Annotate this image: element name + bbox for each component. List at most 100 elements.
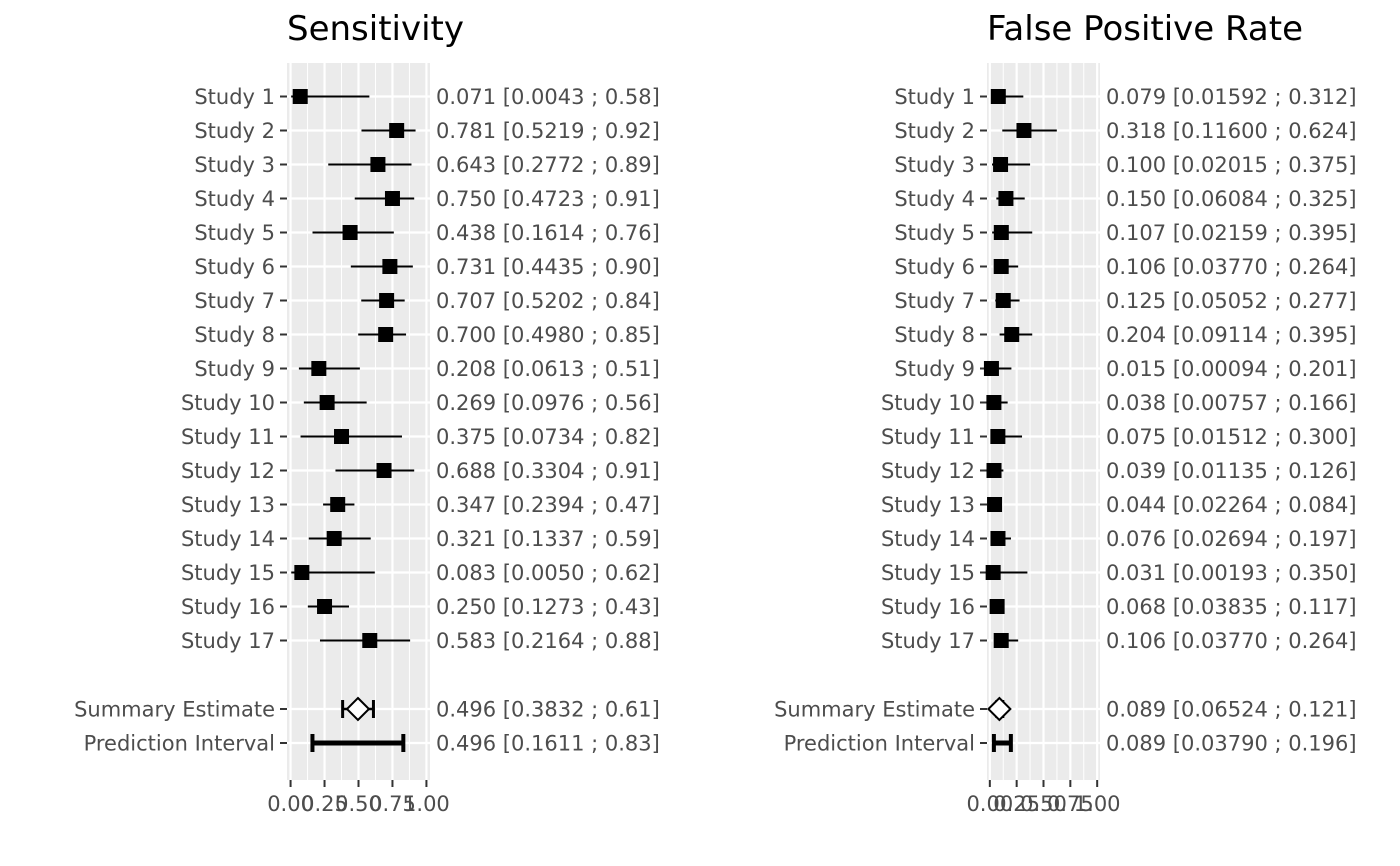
study-ci-text: 0.125 [0.05052 ; 0.277] <box>1106 289 1357 313</box>
study-ci-text: 0.150 [0.06084 ; 0.325] <box>1106 187 1357 211</box>
study-point-estimate <box>294 565 310 580</box>
study-point-estimate <box>317 599 333 614</box>
study-point-estimate <box>993 157 1009 172</box>
study-ci-text: 0.750 [0.4723 ; 0.91] <box>436 187 660 211</box>
study-label: Study 1 <box>894 85 975 109</box>
study-point-estimate <box>330 497 346 512</box>
study-point-estimate <box>990 429 1006 444</box>
study-ci-text: 0.731 [0.4435 ; 0.90] <box>436 255 660 279</box>
study-label: Study 9 <box>894 357 975 381</box>
study-point-estimate <box>986 395 1002 410</box>
study-ci-text: 0.204 [0.09114 ; 0.395] <box>1106 323 1357 347</box>
study-label: Study 5 <box>194 221 275 245</box>
study-ci-text: 0.107 [0.02159 ; 0.395] <box>1106 221 1357 245</box>
study-label: Study 3 <box>194 153 275 177</box>
study-ci-text: 0.707 [0.5202 ; 0.84] <box>436 289 660 313</box>
study-point-estimate <box>993 259 1009 274</box>
summary-label: Summary Estimate <box>774 698 975 722</box>
study-ci-text: 0.208 [0.0613 ; 0.51] <box>436 357 660 381</box>
study-point-estimate <box>382 259 398 274</box>
study-ci-text: 0.250 [0.1273 ; 0.43] <box>436 595 660 619</box>
study-label: Study 14 <box>881 527 975 551</box>
summary-ci-text: 0.089 [0.06524 ; 0.121] <box>1106 698 1357 722</box>
study-label: Study 9 <box>194 357 275 381</box>
study-label: Study 6 <box>894 255 975 279</box>
study-label: Study 2 <box>894 119 975 143</box>
study-point-estimate <box>334 429 350 444</box>
study-label: Study 12 <box>881 459 975 483</box>
study-label: Study 7 <box>194 289 275 313</box>
study-label: Study 12 <box>181 459 275 483</box>
study-ci-text: 0.700 [0.4980 ; 0.85] <box>436 323 660 347</box>
study-label: Study 11 <box>181 425 275 449</box>
study-label: Study 10 <box>181 391 275 415</box>
study-ci-text: 0.076 [0.02694 ; 0.197] <box>1106 527 1357 551</box>
x-tick-label: 0.00 <box>267 792 314 816</box>
study-point-estimate <box>370 157 386 172</box>
study-label: Study 16 <box>181 595 275 619</box>
study-ci-text: 0.269 [0.0976 ; 0.56] <box>436 391 660 415</box>
study-ci-text: 0.106 [0.03770 ; 0.264] <box>1106 629 1357 653</box>
study-ci-text: 0.100 [0.02015 ; 0.375] <box>1106 153 1357 177</box>
study-ci-text: 0.083 [0.0050 ; 0.62] <box>436 561 660 585</box>
study-label: Study 6 <box>194 255 275 279</box>
study-point-estimate <box>1016 123 1032 138</box>
study-point-estimate <box>342 225 358 240</box>
study-ci-text: 0.015 [0.00094 ; 0.201] <box>1106 357 1357 381</box>
study-point-estimate <box>376 463 392 478</box>
study-label: Study 8 <box>894 323 975 347</box>
study-ci-text: 0.688 [0.3304 ; 0.91] <box>436 459 660 483</box>
study-ci-text: 0.068 [0.03835 ; 0.117] <box>1106 595 1357 619</box>
summary-label: Summary Estimate <box>74 698 275 722</box>
study-point-estimate <box>311 361 327 376</box>
study-point-estimate <box>985 565 1001 580</box>
study-point-estimate <box>990 89 1006 104</box>
study-point-estimate <box>378 327 394 342</box>
study-ci-text: 0.071 [0.0043 ; 0.58] <box>436 85 660 109</box>
study-ci-text: 0.038 [0.00757 ; 0.166] <box>1106 391 1357 415</box>
study-ci-text: 0.106 [0.03770 ; 0.264] <box>1106 255 1357 279</box>
study-ci-text: 0.583 [0.2164 ; 0.88] <box>436 629 660 653</box>
study-point-estimate <box>993 633 1009 648</box>
study-point-estimate <box>1004 327 1020 342</box>
x-tick-label: 0.75 <box>369 792 416 816</box>
study-point-estimate <box>326 531 342 546</box>
study-label: Study 17 <box>181 629 275 653</box>
x-tick-label: 1.00 <box>1074 792 1121 816</box>
chart-title: Sensitivity <box>287 9 464 49</box>
study-point-estimate <box>379 293 395 308</box>
study-ci-text: 0.044 [0.02264 ; 0.084] <box>1106 493 1357 517</box>
summary-diamond <box>986 696 1012 722</box>
study-label: Study 15 <box>881 561 975 585</box>
sensitivity-panel: Sensitivity Study 1 0.071 [0.0043 ; 0.58] S… <box>74 9 660 816</box>
study-ci-text: 0.643 [0.2772 ; 0.89] <box>436 153 660 177</box>
study-label: Study 13 <box>181 493 275 517</box>
study-label: Study 15 <box>181 561 275 585</box>
x-tick-label: 0.50 <box>335 792 382 816</box>
x-tick-label: 0.50 <box>1020 792 1067 816</box>
summary-diamond <box>345 696 371 722</box>
study-point-estimate <box>389 123 405 138</box>
study-label: Study 2 <box>194 119 275 143</box>
study-point-estimate <box>362 633 378 648</box>
study-point-estimate <box>995 293 1011 308</box>
study-ci-text: 0.031 [0.00193 ; 0.350] <box>1106 561 1357 585</box>
prediction-label: Prediction Interval <box>84 732 275 756</box>
study-label: Study 13 <box>881 493 975 517</box>
study-point-estimate <box>983 361 999 376</box>
x-tick-label: 1.00 <box>403 792 450 816</box>
study-point-estimate <box>993 225 1009 240</box>
chart-title: False Positive Rate <box>987 9 1303 49</box>
summary-ci-text: 0.496 [0.3832 ; 0.61] <box>436 698 660 722</box>
study-ci-text: 0.079 [0.01592 ; 0.312] <box>1106 85 1357 109</box>
study-point-estimate <box>987 497 1003 512</box>
study-label: Study 5 <box>894 221 975 245</box>
x-tick-label: 0.00 <box>966 792 1013 816</box>
study-point-estimate <box>384 191 400 206</box>
study-label: Study 3 <box>894 153 975 177</box>
prediction-ci-text: 0.496 [0.1611 ; 0.83] <box>436 732 660 756</box>
study-label: Study 7 <box>894 289 975 313</box>
study-label: Study 11 <box>881 425 975 449</box>
study-label: Study 4 <box>894 187 975 211</box>
